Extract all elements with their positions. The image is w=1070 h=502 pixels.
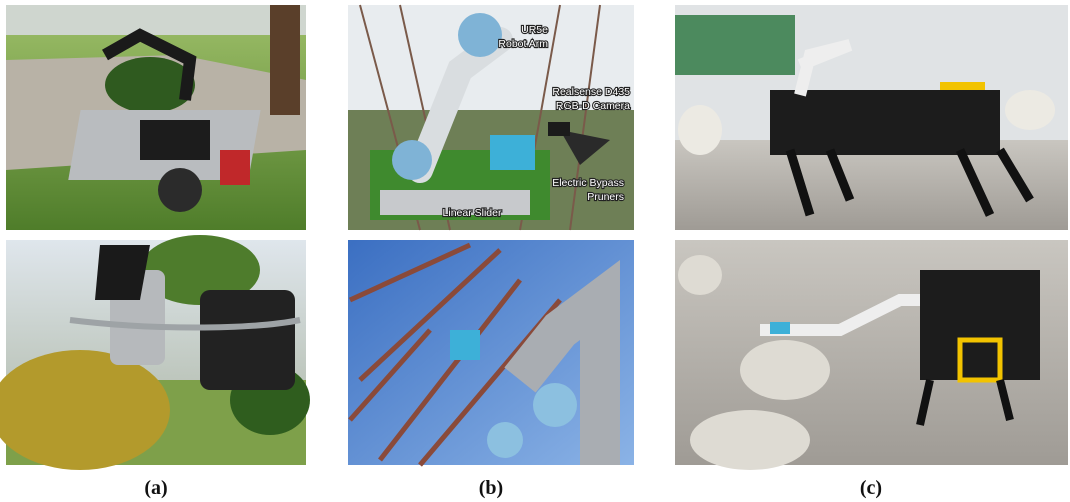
annotation: RGB-D Camera [556,100,630,112]
photo-c-bottom [675,240,1068,470]
annotation: Robot Arm [498,38,548,50]
photo-a-top [6,5,306,230]
annotations: UR5e Robot Arm Realsense D435 RGB-D Came… [441,23,631,220]
caption: (c) [860,477,882,499]
annotation: Pruners [587,191,624,203]
photo-b-bottom [348,240,634,467]
photo-b-top [348,4,634,231]
caption: (b) [479,477,503,499]
annotation: Linear Slider [443,207,502,219]
photo-c-top [675,5,1068,230]
annotation: Electric Bypass [552,177,624,189]
caption: (a) [144,477,167,499]
annotation: UR5e [521,24,548,36]
photo-a-bottom [0,235,310,470]
annotation: Realsense D435 [552,86,630,98]
